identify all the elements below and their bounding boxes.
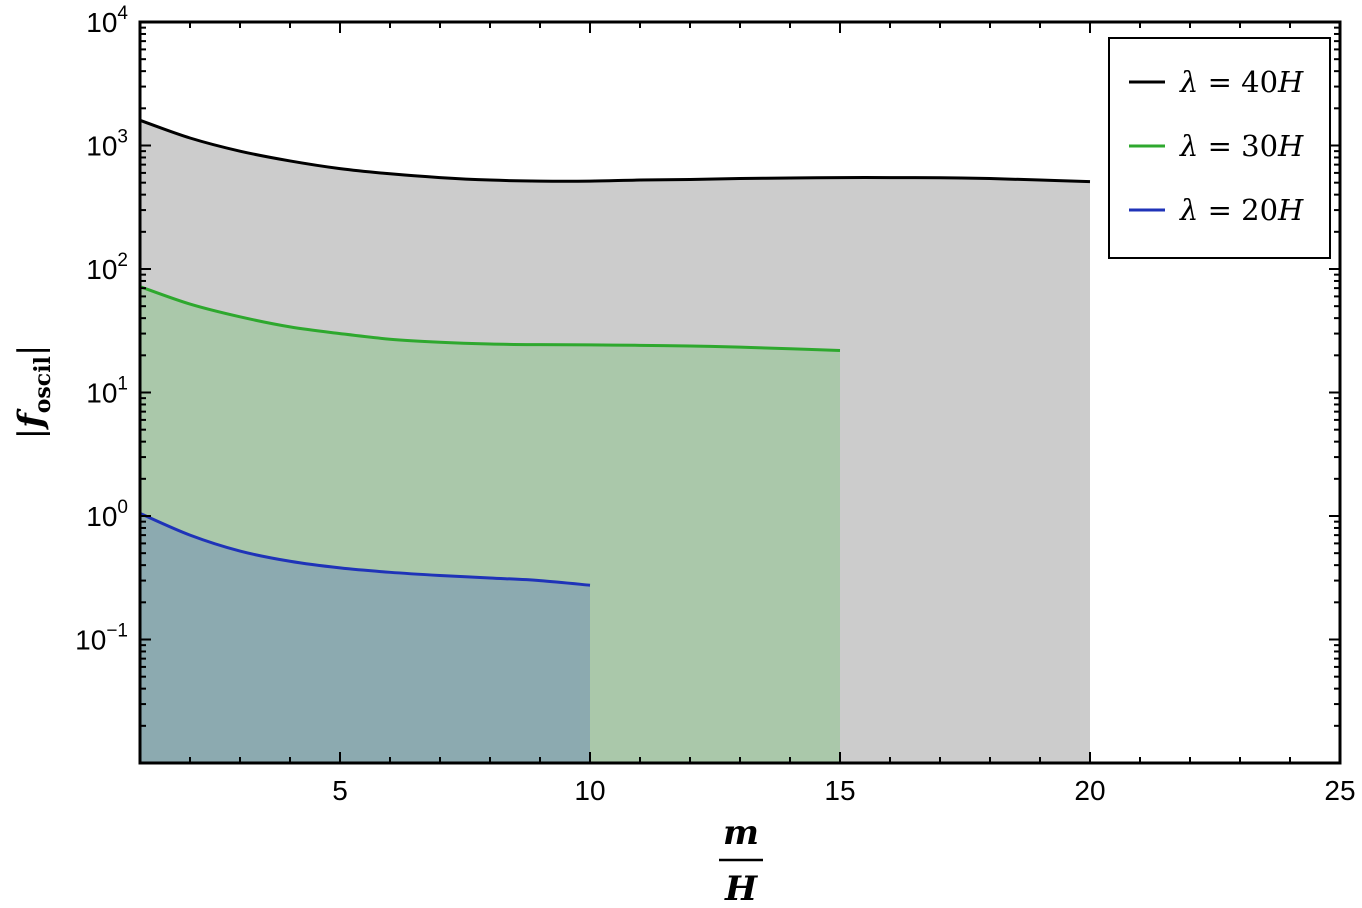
svg-text:|foscil|: |foscil| bbox=[11, 345, 56, 440]
y-axis-title-symbol: f bbox=[11, 408, 51, 430]
y-tick-label: 100 bbox=[86, 497, 128, 532]
legend-label-2: λ = 30H bbox=[1179, 129, 1304, 163]
x-tick-label: 25 bbox=[1324, 775, 1355, 806]
legend-label-3: λ = 20H bbox=[1179, 193, 1304, 227]
series-line-1 bbox=[139, 118, 1091, 184]
y-tick-label: 103 bbox=[86, 127, 128, 162]
legend: λ = 40H λ = 30H λ = 20H bbox=[1108, 37, 1331, 259]
x-tick-labels: 5 10 15 20 25 bbox=[332, 775, 1355, 806]
plot-frame bbox=[138, 20, 1342, 765]
x-axis-title: m H bbox=[719, 813, 763, 908]
series-lines bbox=[139, 118, 1091, 587]
series-areas bbox=[140, 120, 1090, 764]
legend-label-1: λ = 40H bbox=[1179, 65, 1304, 99]
y-tick-label: 101 bbox=[86, 374, 128, 409]
y-tick-label: 102 bbox=[86, 250, 128, 285]
y-tick-label: 10−1 bbox=[75, 621, 128, 656]
x-tick-label: 20 bbox=[1074, 775, 1105, 806]
x-axis-title-denominator: H bbox=[724, 869, 759, 908]
series-line-3 bbox=[139, 512, 591, 587]
y-axis-title-subscript: oscil bbox=[30, 356, 56, 413]
x-axis-title-numerator: m bbox=[723, 813, 759, 853]
y-tick-label: 104 bbox=[86, 3, 128, 38]
y-axis-title: |foscil| bbox=[11, 345, 56, 440]
x-tick-label: 10 bbox=[574, 775, 605, 806]
y-axis-title-bar-left: | bbox=[11, 428, 51, 439]
series-area-3 bbox=[140, 513, 590, 763]
y-tick-labels: 10−1 100 101 102 103 104 bbox=[75, 3, 128, 656]
y-axis-title-bar-right: | bbox=[11, 345, 51, 356]
series-line-2 bbox=[139, 285, 841, 352]
x-tick-label: 5 bbox=[332, 775, 348, 806]
x-tick-label: 15 bbox=[824, 775, 855, 806]
legend-box bbox=[1108, 37, 1331, 259]
